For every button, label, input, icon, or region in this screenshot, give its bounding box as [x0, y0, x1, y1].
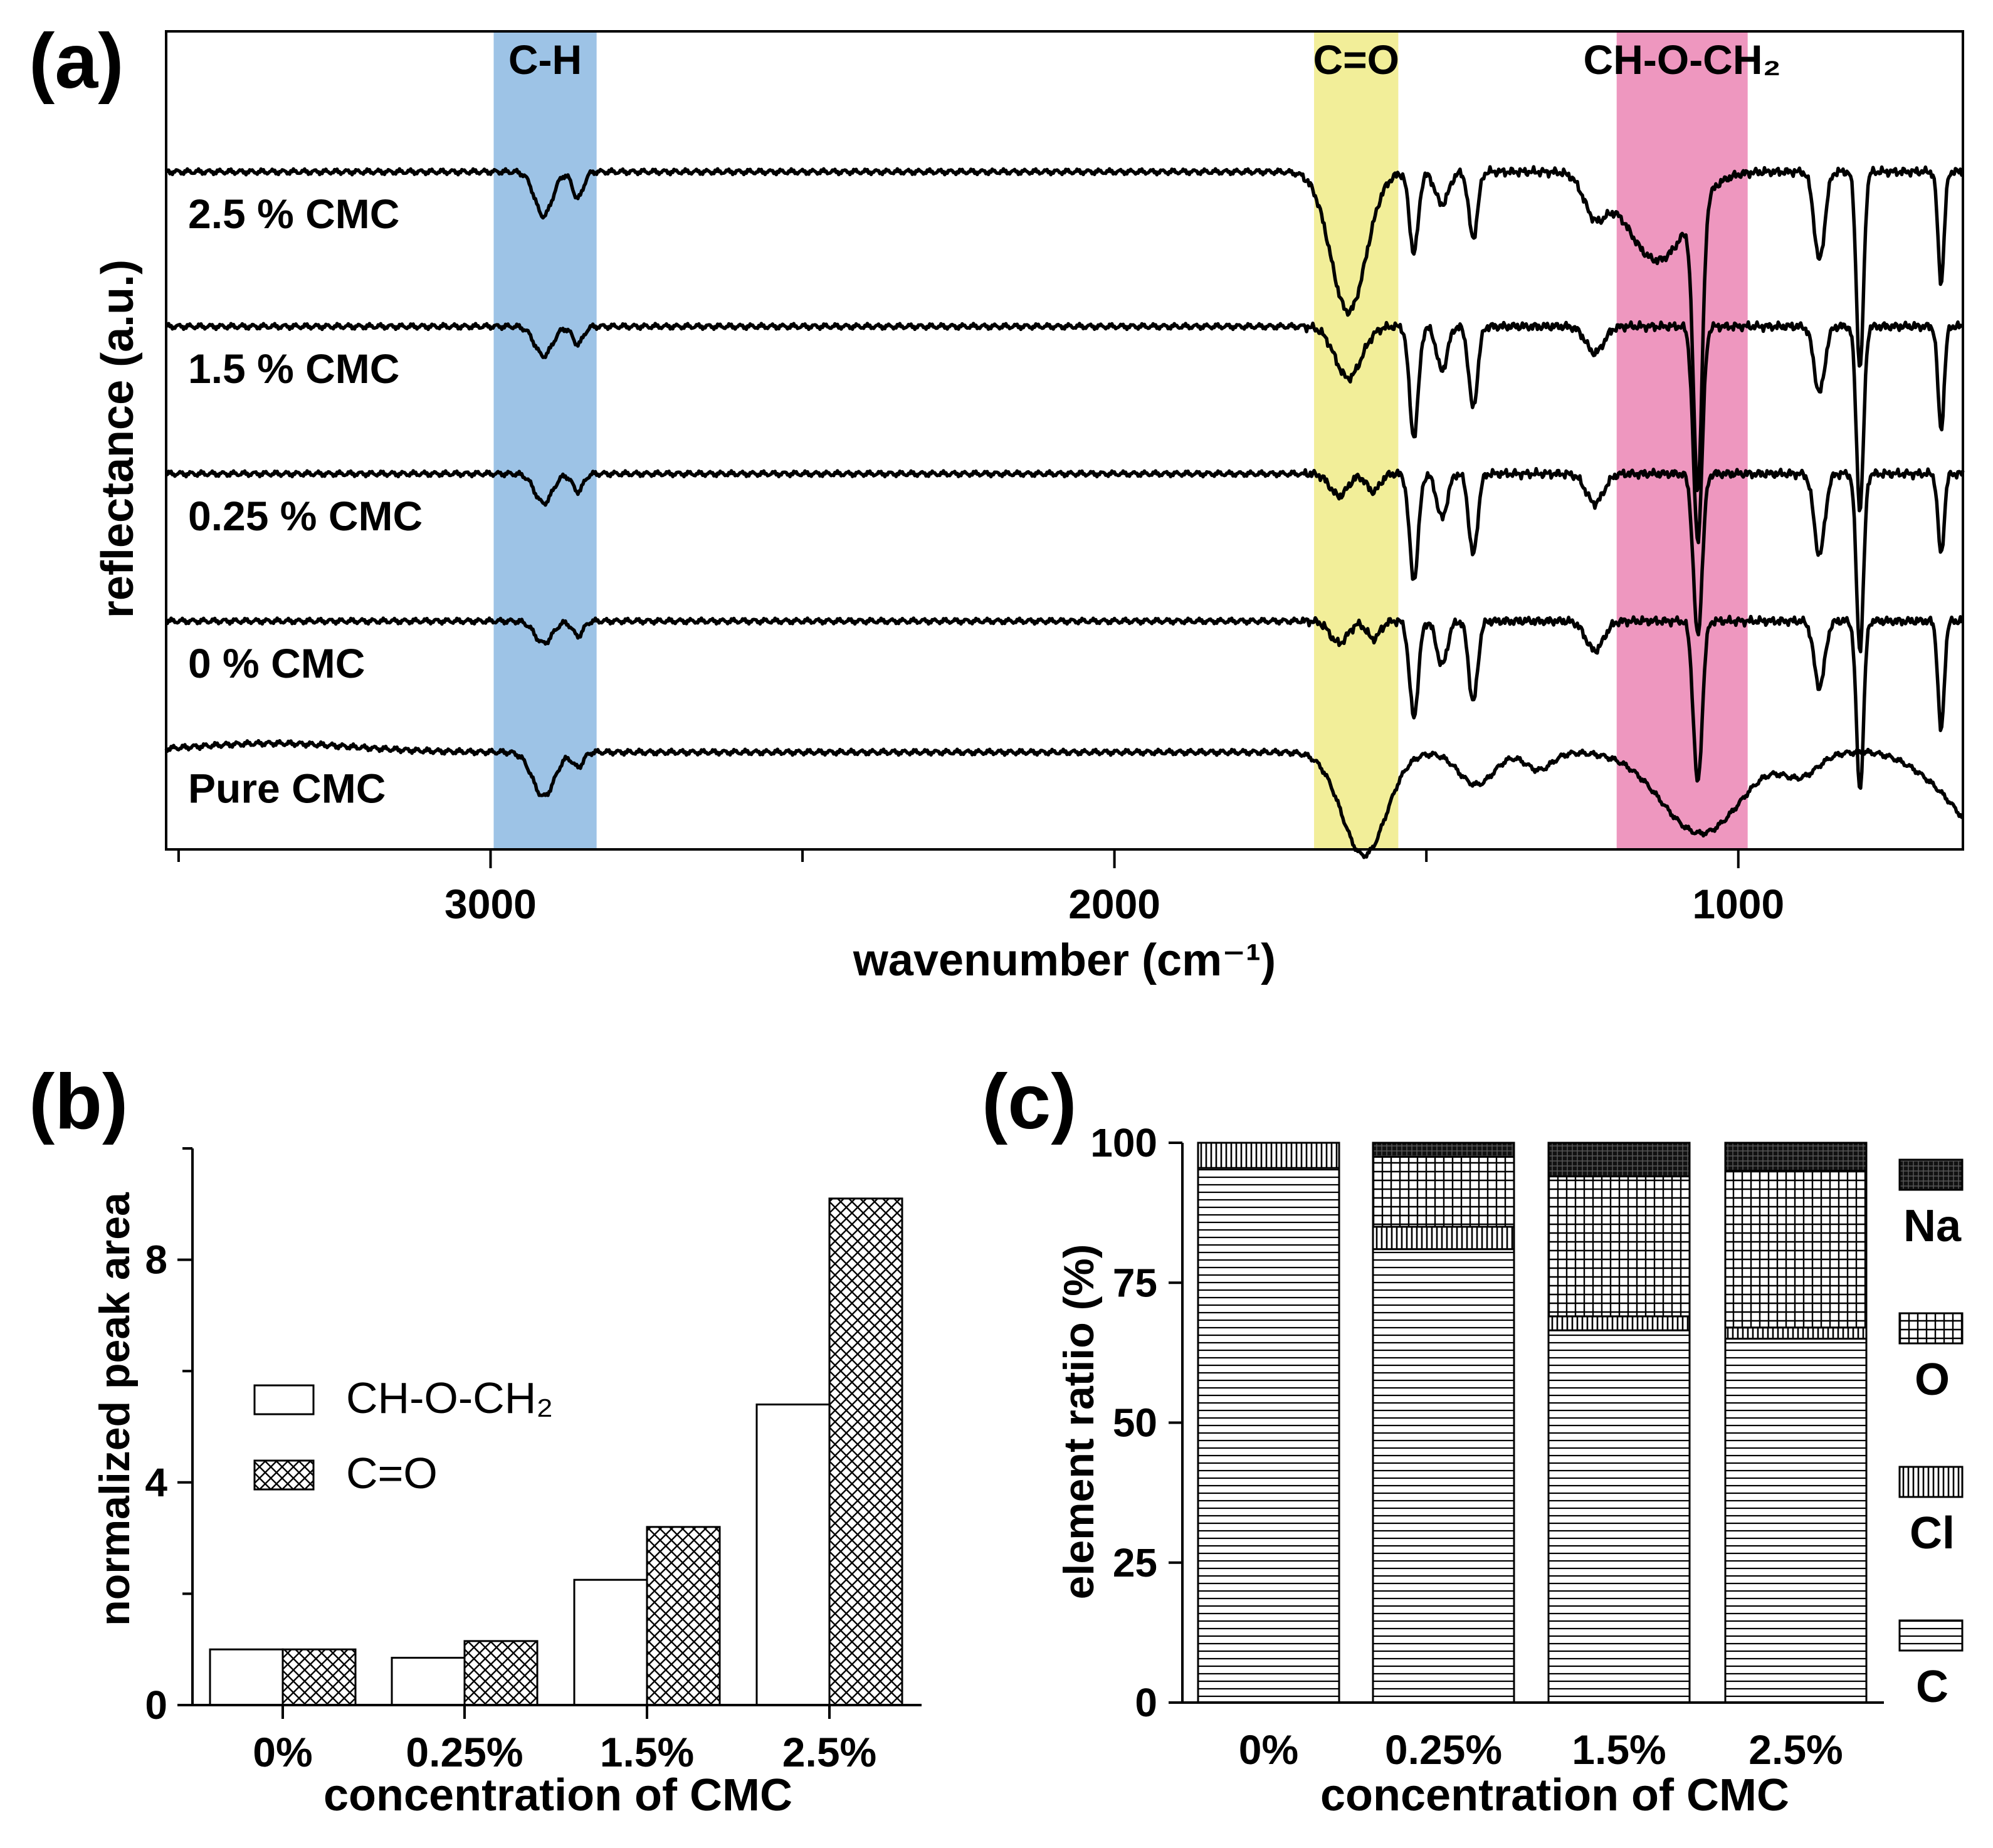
band-2	[1616, 31, 1748, 849]
y-tick-label-c: 50	[1113, 1400, 1157, 1446]
series-labels: 2.5 % CMC 1.5 % CMC 0.25 % CMC 0 % CMC Pure …	[188, 191, 423, 812]
bar-CH-O-CH₂-0%	[209, 1648, 284, 1706]
bar-Cl-0.25%	[1372, 1226, 1515, 1251]
bar-CH-O-CH₂-0.25%	[391, 1657, 466, 1706]
bar-O-2.5%	[1724, 1170, 1868, 1329]
band-label-1: C=O	[1313, 36, 1399, 83]
band-0	[493, 31, 597, 849]
legend-label-c-0: C	[1916, 1662, 1948, 1712]
x-tick-label-c: 2.5%	[1748, 1726, 1843, 1773]
x-axis-label-c: concentration of CMC	[1320, 1770, 1789, 1820]
plot-frame-a	[165, 30, 1964, 851]
band-1	[1314, 31, 1399, 849]
trace-1	[165, 320, 1964, 545]
bar-Cl-2.5%	[1724, 1326, 1868, 1340]
x-axis-label-a: wavenumber (cm⁻¹)	[853, 935, 1276, 985]
bar-CH-O-CH₂-1.5%	[573, 1578, 648, 1706]
legend-swatch-c-3	[1898, 1158, 1964, 1191]
x-tick-label-c: 0%	[1239, 1726, 1298, 1773]
panel-a-label: (a)	[29, 18, 124, 105]
bar-C=O-1.5%	[646, 1526, 721, 1706]
x-tick-label: 2000	[1068, 881, 1160, 927]
panel-c: (c) 0 25 50 75 100 0% 0.25% 1.5% 2.5% Na O Cl C ele…	[982, 1059, 1964, 1820]
panel-a: (a) C-H C=O CH-O-CH₂ 2.5 % CMC 1.5 % CMC 0.2…	[29, 18, 1965, 985]
bar-C=O-0%	[281, 1648, 357, 1706]
legend-swatch-b-1	[253, 1459, 315, 1491]
y-tick-label-c: 75	[1113, 1260, 1157, 1305]
legend-label-b-0: CH-O-CH₂	[346, 1373, 553, 1422]
series-label-4: Pure CMC	[188, 765, 386, 812]
panel-c-label: (c)	[982, 1059, 1077, 1145]
y-axis-label-b: normalized peak area	[91, 1192, 139, 1626]
legend-label-b-1: C=O	[346, 1449, 438, 1498]
bar-C=O-2.5%	[828, 1197, 903, 1706]
y-tick-label-b: 4	[145, 1460, 167, 1505]
bar-C-0.25%	[1372, 1248, 1515, 1704]
band-label-2: CH-O-CH₂	[1584, 36, 1781, 83]
bars-c	[1197, 1142, 1868, 1704]
legend-swatch-b-0	[253, 1384, 315, 1415]
x-tick-label-c: 0.25%	[1385, 1726, 1502, 1773]
y-tick-label-c: 25	[1113, 1540, 1157, 1585]
bar-Na-1.5%	[1547, 1142, 1691, 1178]
x-tick-label: 3000	[444, 881, 537, 927]
series-label-1: 1.5 % CMC	[188, 345, 399, 392]
bar-C-2.5%	[1724, 1338, 1868, 1704]
x-tick-label-b: 1.5%	[600, 1729, 694, 1775]
y-axis-label-a: reflectance (a.u.)	[93, 260, 143, 618]
legend-swatch-c-1	[1898, 1466, 1964, 1498]
x-tick-label: 1000	[1692, 881, 1784, 927]
trace-3	[164, 614, 1965, 790]
legend-swatch-c-0	[1898, 1619, 1964, 1652]
bar-O-0.25%	[1372, 1155, 1515, 1228]
legend-label-c-2: O	[1915, 1355, 1950, 1405]
bar-C=O-0.25%	[463, 1640, 539, 1706]
series-label-0: 2.5 % CMC	[188, 191, 399, 237]
trace-0	[164, 165, 1964, 493]
bar-Cl-1.5%	[1547, 1315, 1691, 1331]
spectra-traces	[164, 165, 1965, 859]
legend-b: CH-O-CH₂ C=O	[253, 1373, 553, 1498]
bar-Na-2.5%	[1724, 1142, 1868, 1172]
bar-O-1.5%	[1547, 1175, 1691, 1318]
x-axis-label-b: concentration of CMC	[323, 1770, 792, 1820]
band-label-0: C-H	[508, 36, 582, 83]
series-label-2: 0.25 % CMC	[188, 493, 423, 539]
axes-c: 0 25 50 75 100 0% 0.25% 1.5% 2.5%	[1090, 1120, 1884, 1773]
trace-2	[165, 466, 1965, 654]
bar-Na-0.25%	[1372, 1142, 1515, 1158]
y-axis-label-c: element ratiio (%)	[1055, 1244, 1103, 1600]
band-highlights	[493, 31, 1748, 849]
trace-4	[164, 738, 1965, 859]
y-tick-label-c: 0	[1135, 1680, 1157, 1725]
bars-b	[209, 1197, 903, 1706]
panel-b: (b) 0 4 8 0% 0.25% 1.5% 2.5% CH-O-CH₂ C=O norma…	[29, 1059, 922, 1820]
bar-C-0%	[1197, 1167, 1340, 1704]
series-label-3: 0 % CMC	[188, 640, 365, 686]
y-tick-label-b: 0	[145, 1683, 167, 1728]
x-tick-label-b: 0%	[253, 1729, 312, 1775]
axes-b: 0 4 8 0% 0.25% 1.5% 2.5%	[145, 1147, 922, 1775]
legend-label-c-1: Cl	[1910, 1508, 1955, 1558]
y-tick-label-c: 100	[1090, 1120, 1157, 1165]
x-tick-label-c: 1.5%	[1572, 1726, 1666, 1773]
bar-C-1.5%	[1547, 1329, 1691, 1704]
band-labels: C-H C=O CH-O-CH₂	[508, 36, 1781, 83]
bar-CH-O-CH₂-2.5%	[755, 1403, 831, 1706]
panel-b-label: (b)	[29, 1059, 128, 1145]
x-tick-label-b: 2.5%	[782, 1729, 876, 1775]
x-tick-label-b: 0.25%	[406, 1729, 523, 1775]
bar-Cl-0%	[1197, 1142, 1340, 1169]
x-axis-a: 3000 2000 1000	[177, 849, 1784, 927]
legend-swatch-c-2	[1898, 1312, 1964, 1345]
y-tick-label-b: 8	[145, 1237, 167, 1283]
legend-c: Na O Cl C	[1898, 1158, 1964, 1712]
legend-label-c-3: Na	[1903, 1201, 1962, 1251]
